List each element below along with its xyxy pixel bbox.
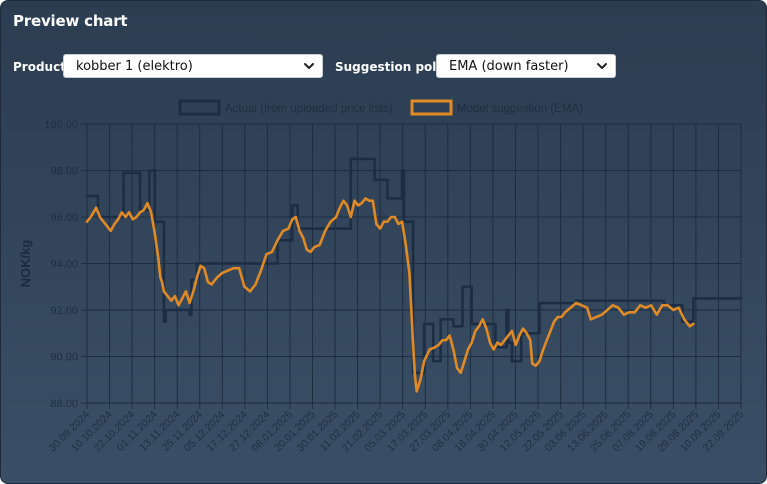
- legend-label-actual: Actual (from uploaded price lists): [225, 103, 393, 115]
- y-axis-label: NOK/kg: [18, 240, 33, 288]
- y-tick-label: 98.00: [50, 166, 78, 178]
- legend-item-actual[interactable]: Actual (from uploaded price lists): [178, 99, 393, 116]
- chevron-down-icon: [304, 63, 314, 69]
- chevron-down-icon: [597, 63, 607, 69]
- y-tick-label: 88.00: [50, 398, 78, 410]
- y-axis-ticks: 88.00 90.00 92.00 94.00 96.00 98.00 100.00: [44, 119, 78, 410]
- series-line-model: [85, 197, 695, 393]
- y-tick-label: 94.00: [50, 259, 78, 271]
- y-tick-label: 100.00: [44, 119, 78, 131]
- y-tick-label: 90.00: [50, 352, 78, 364]
- panel-title: Preview chart: [13, 12, 128, 30]
- x-axis-ticks: 30.09.202410.10.202422.10.202401.11.2024…: [46, 409, 746, 455]
- product-select[interactable]: kobber 1 (elektro): [63, 54, 323, 78]
- legend-label-model: Model suggestion (EMA): [457, 103, 583, 115]
- y-tick-label: 92.00: [50, 305, 78, 317]
- product-label: Product: [13, 60, 66, 74]
- y-tick-label: 96.00: [50, 212, 78, 224]
- policy-label: Suggestion policy: [335, 60, 456, 74]
- legend-item-model[interactable]: Model suggestion (EMA): [410, 99, 583, 116]
- chart-legend: Actual (from uploaded price lists) Model…: [178, 99, 583, 116]
- policy-select[interactable]: EMA (down faster): [436, 54, 616, 78]
- chart-series: [85, 157, 743, 393]
- policy-select-value: EMA (down faster): [449, 59, 569, 74]
- product-select-value: kobber 1 (elektro): [76, 59, 193, 74]
- chart-grid: [81, 123, 742, 409]
- series-line-actual: [85, 157, 743, 375]
